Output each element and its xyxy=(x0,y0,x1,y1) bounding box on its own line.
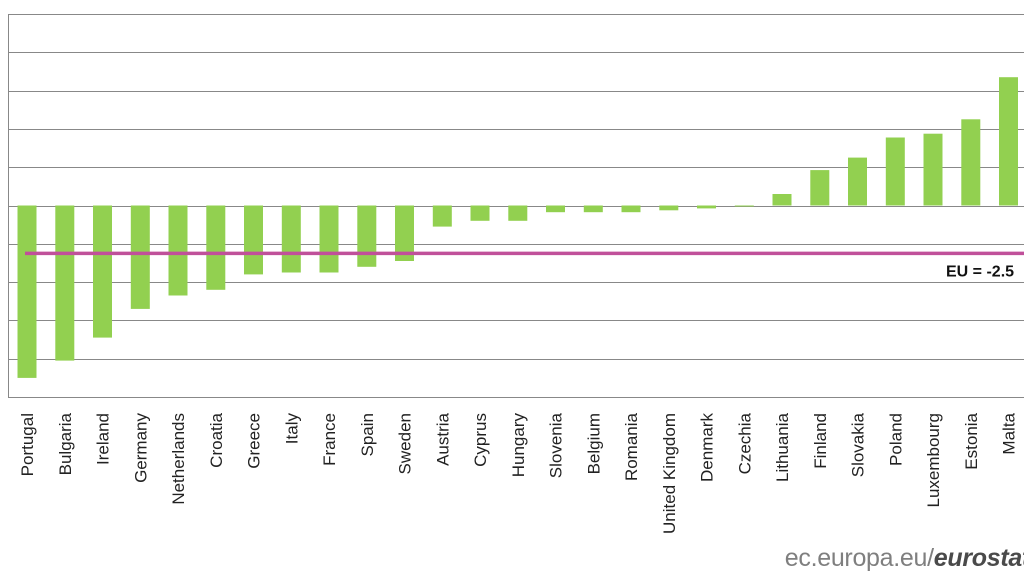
bar xyxy=(961,119,981,206)
category-label: Germany xyxy=(131,413,150,483)
category-label: Finland xyxy=(811,413,830,469)
category-label: Czechia xyxy=(735,412,754,474)
category-label: Portugal xyxy=(18,413,37,476)
category-label: Cyprus xyxy=(471,413,490,467)
category-label: Austria xyxy=(433,412,452,465)
bar xyxy=(319,205,339,273)
bar xyxy=(772,194,792,206)
category-label: France xyxy=(320,413,339,466)
category-label: Croatia xyxy=(207,412,226,467)
category-label: Italy xyxy=(282,413,301,445)
category-label: Denmark xyxy=(698,413,717,482)
category-label: Poland xyxy=(886,413,905,466)
bar xyxy=(168,205,188,296)
bar xyxy=(17,205,37,378)
bar xyxy=(734,205,754,207)
category-label: Belgium xyxy=(584,413,603,474)
category-label: Lithuania xyxy=(773,412,792,482)
category-labels: Portugal Bulgaria Ireland Germany Netherland… xyxy=(18,412,1019,534)
bar xyxy=(810,170,830,206)
bar xyxy=(357,205,377,267)
category-label: Malta xyxy=(1000,412,1019,454)
eurostat-footer: ec.europa.eu/eurostat xyxy=(785,544,1024,573)
bar xyxy=(923,133,943,206)
category-label: Spain xyxy=(358,413,377,456)
bar xyxy=(55,205,75,361)
category-label: Estonia xyxy=(962,412,981,469)
bar xyxy=(93,205,112,338)
category-label: Greece xyxy=(245,413,264,469)
bar xyxy=(508,205,528,221)
eu-average-label: EU = -2.5 xyxy=(946,263,1014,280)
category-label: Slovakia xyxy=(849,412,868,477)
bar xyxy=(395,205,414,261)
category-label: Ireland xyxy=(94,413,113,465)
category-label: United Kingdom xyxy=(660,413,679,534)
bar xyxy=(885,137,905,206)
bar xyxy=(432,205,452,227)
category-label: Bulgaria xyxy=(56,412,75,475)
bar xyxy=(999,77,1018,206)
bar xyxy=(848,157,867,206)
bars xyxy=(17,77,1018,378)
bar xyxy=(621,205,641,213)
bar xyxy=(470,205,490,221)
category-label: Slovenia xyxy=(547,412,566,478)
category-label: Hungary xyxy=(509,413,528,478)
bar xyxy=(281,205,301,273)
bar xyxy=(659,205,679,211)
bar xyxy=(546,205,565,213)
footer-site: ec.europa.eu/ xyxy=(784,544,934,572)
bar xyxy=(206,205,226,290)
category-label: Luxembourg xyxy=(924,413,943,508)
bar xyxy=(697,205,716,209)
bar xyxy=(130,205,150,309)
category-label: Romania xyxy=(622,412,641,481)
bar xyxy=(583,205,603,213)
footer-brand: eurostat xyxy=(933,544,1024,572)
bar xyxy=(244,205,263,275)
category-label: Netherlands xyxy=(169,413,188,505)
eu-average-line-group: EU = -2.5 xyxy=(25,251,1024,280)
category-label: Sweden xyxy=(396,413,415,474)
